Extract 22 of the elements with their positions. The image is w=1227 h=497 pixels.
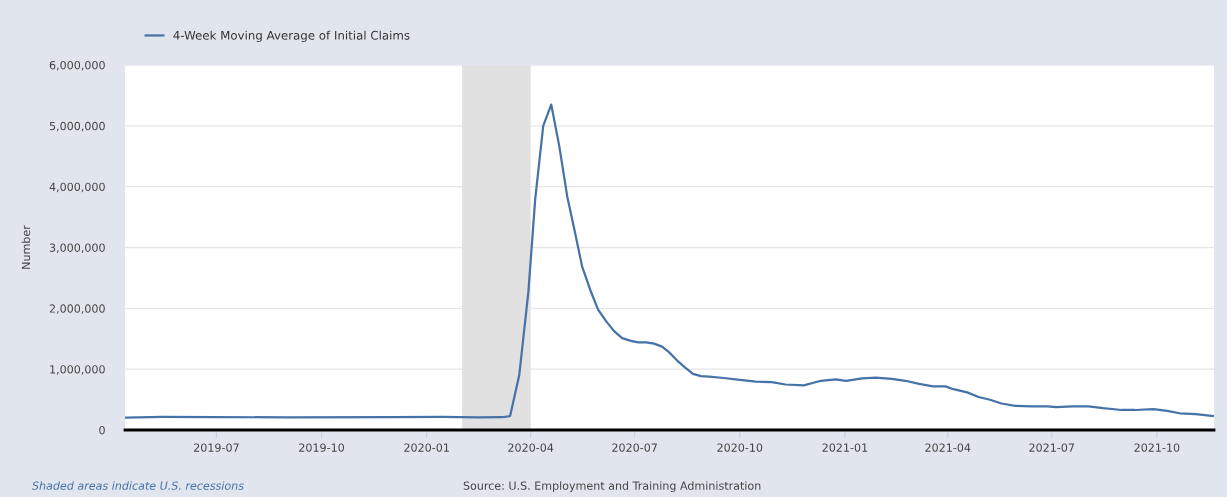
x-tick-label: 2021-10 [1134, 443, 1180, 452]
source-note: Source: U.S. Employment and Training Administration [463, 481, 761, 492]
y-tick-label: 5,000,000 [49, 121, 105, 132]
legend-label: 4-Week Moving Average of Initial Claims [173, 30, 410, 43]
y-tick-label: 6,000,000 [49, 60, 105, 71]
y-tick-label: 4,000,000 [49, 182, 105, 193]
text: Shaded areas indicate U.S. recessions [32, 481, 244, 490]
y-tick-label: 2,000,000 [49, 304, 105, 314]
x-tick-label: 2020-01 [404, 443, 449, 452]
x-tick-label: 2020-10 [717, 443, 763, 452]
x-tick-label: 2019-10 [299, 443, 345, 452]
x-tick-label: 2020-07 [612, 443, 657, 452]
x-tick-label: 2021-07 [1029, 443, 1074, 452]
y-axis-title: Number [21, 225, 31, 269]
y-tick-label: 3,000,000 [49, 243, 105, 254]
x-tick-label: 2021-01 [822, 443, 868, 452]
x-tick-label: 2021-04 [925, 443, 971, 452]
x-tick-label: 2019-07 [194, 443, 239, 452]
x-tick-label: 2020-04 [508, 443, 554, 452]
line-series [125, 103, 1214, 419]
y-tick-label: 1,000,000 [50, 365, 105, 375]
y-tick-label: 0 [99, 425, 105, 435]
